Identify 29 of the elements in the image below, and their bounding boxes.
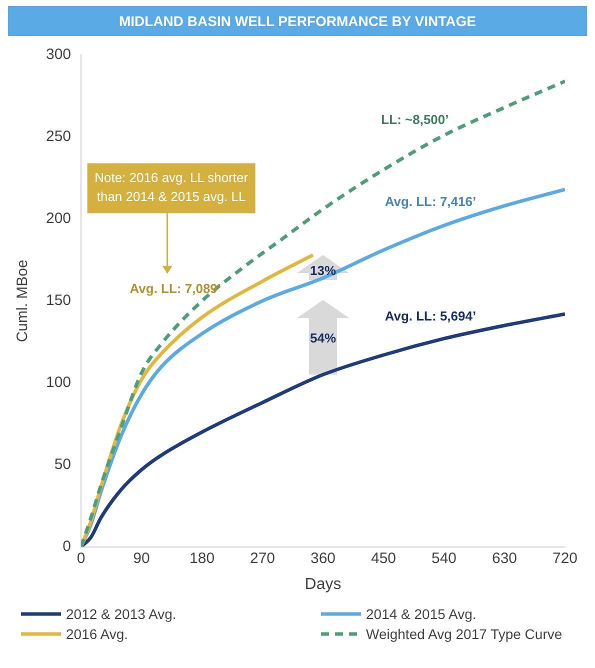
y-axis-title: Cuml. MBoe: [14, 260, 32, 342]
x-tick-label: 180: [190, 550, 215, 567]
x-tick-label: 540: [431, 550, 457, 567]
legend-label: Weighted Avg 2017 Type Curve: [366, 626, 562, 642]
y-tick-label: 50: [54, 456, 72, 473]
annotation: 13%: [310, 262, 336, 278]
y-tick-label: 250: [46, 128, 72, 146]
legend-label: 2016 Avg.: [66, 626, 128, 642]
x-tick-label: 630: [492, 550, 518, 567]
y-tick-label: 200: [46, 210, 72, 228]
annotation: Avg. LL: 5,694’: [384, 308, 476, 324]
chart-title: MIDLAND BASIN WELL PERFORMANCE BY VINTAGE: [8, 6, 587, 36]
x-axis-title: Days: [304, 576, 342, 593]
x-tick-label: 360: [310, 550, 336, 567]
annotation: 54%: [310, 330, 336, 346]
x-tick-label: 270: [250, 550, 276, 567]
x-tick-label: 0: [76, 550, 86, 567]
y-tick-label: 100: [46, 374, 72, 392]
x-tick-label: 450: [370, 550, 396, 567]
y-tick-label: 150: [46, 292, 72, 310]
x-tick-label: 90: [133, 550, 150, 567]
x-tick-label: 720: [552, 550, 578, 567]
y-tick-label: 0: [62, 538, 72, 555]
legend-label: 2014 & 2015 Avg.: [366, 606, 476, 622]
annotation: Avg. LL: 7,416’: [384, 194, 476, 210]
legend-label: 2012 & 2013 Avg.: [66, 606, 176, 622]
annotation: LL: ~8,500’: [381, 112, 449, 127]
y-tick-label: 300: [46, 46, 72, 64]
annotation: Note: 2016 avg. LL shorter than 2014 & 2015 avg. LL: [94, 170, 249, 204]
